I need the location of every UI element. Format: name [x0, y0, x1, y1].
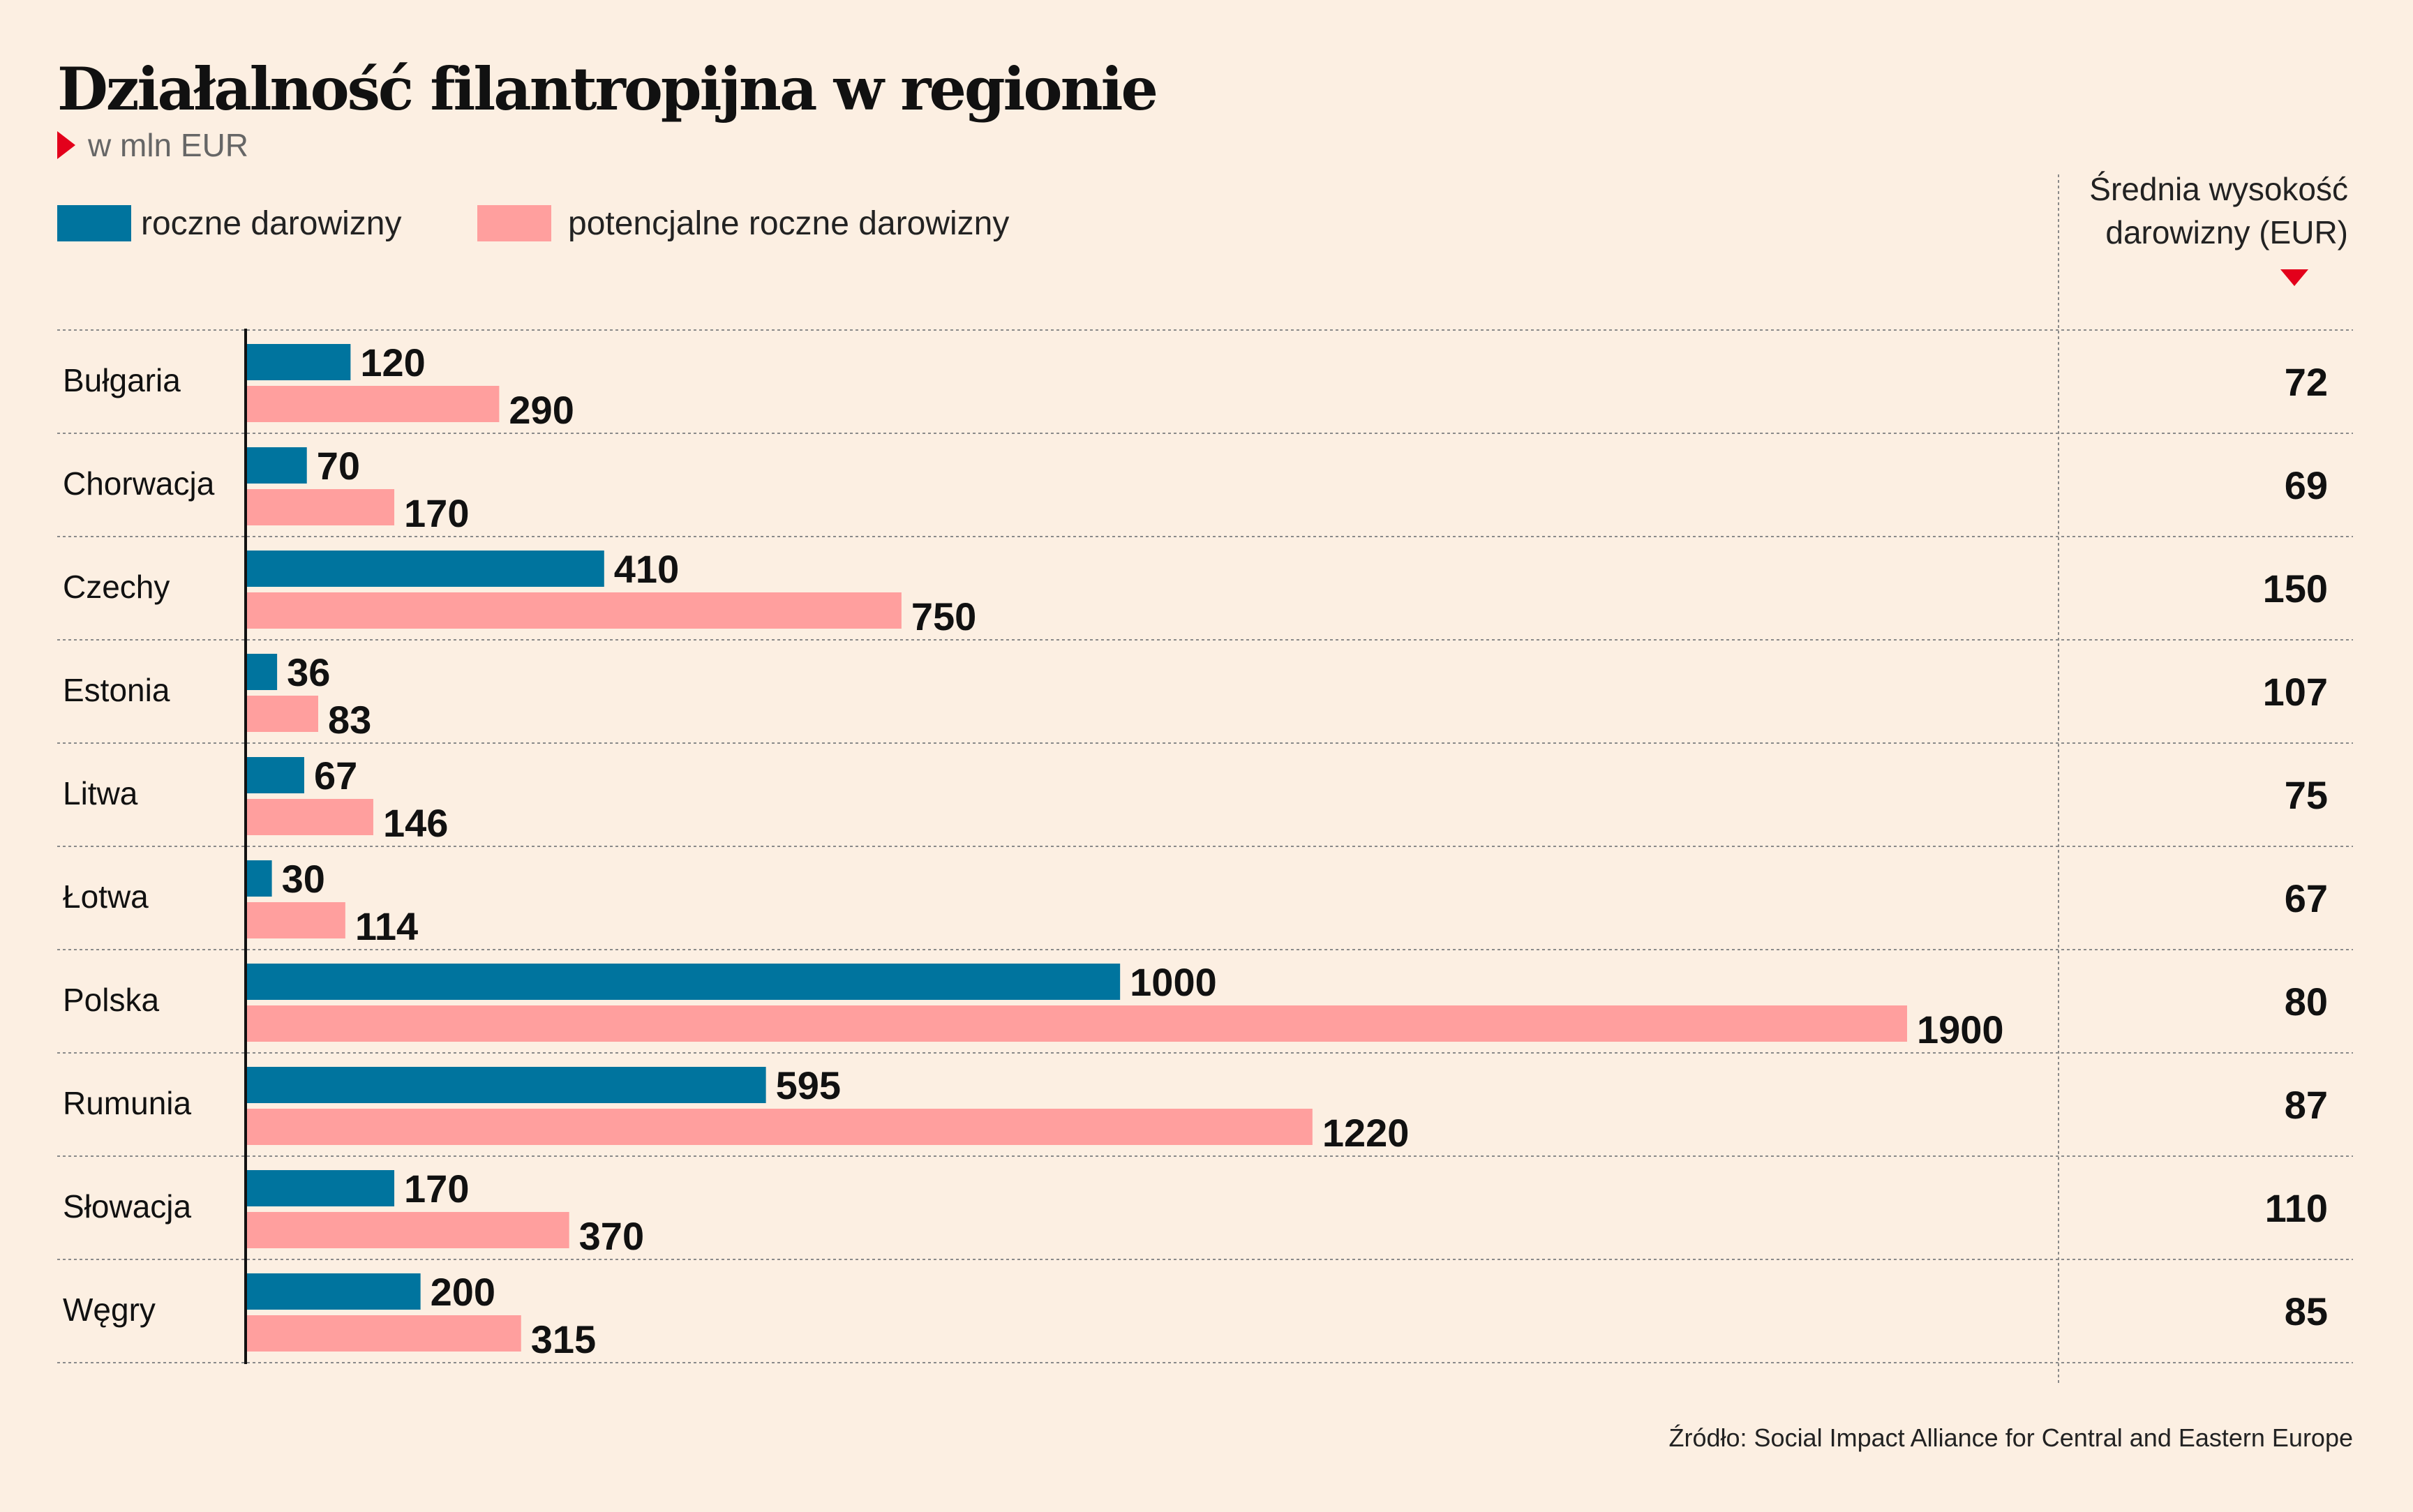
- category-label: Chorwacja: [63, 465, 215, 502]
- bar-potential: [246, 489, 395, 525]
- avg-donation-value: 72: [2285, 360, 2328, 404]
- bar-annual: [246, 1170, 395, 1206]
- legend-label-annual: roczne darowizny: [141, 204, 402, 242]
- source-note: Źródło: Social Impact Alliance for Centr…: [1668, 1423, 2353, 1452]
- category-label: Litwa: [63, 775, 138, 811]
- bar-annual: [246, 1067, 766, 1103]
- bar-potential: [246, 799, 373, 835]
- triangle-down-icon: [2280, 269, 2308, 286]
- data-label-potential: 1220: [1322, 1111, 1410, 1155]
- category-label: Węgry: [63, 1292, 156, 1328]
- data-label-potential: 370: [579, 1214, 644, 1258]
- data-label-potential: 1900: [1917, 1008, 2004, 1051]
- data-label-annual: 410: [614, 547, 679, 591]
- data-label-potential: 114: [355, 904, 418, 948]
- data-label-potential: 750: [911, 594, 976, 638]
- data-label-annual: 170: [404, 1167, 469, 1211]
- data-label-annual: 595: [776, 1063, 841, 1107]
- bar-annual: [246, 860, 272, 897]
- chart-title: Działalność filantropijna w regionie: [57, 54, 1158, 123]
- avg-donation-value: 75: [2285, 773, 2328, 817]
- bar-annual: [246, 1273, 421, 1310]
- bar-annual: [246, 344, 351, 380]
- bar-annual: [246, 654, 278, 690]
- category-label: Słowacja: [63, 1188, 192, 1225]
- bar-potential: [246, 1212, 569, 1248]
- data-label-annual: 36: [287, 650, 330, 694]
- avg-donation-value: 107: [2263, 670, 2328, 714]
- data-label-annual: 70: [317, 444, 360, 488]
- unit-row: w mln EUR: [57, 124, 248, 166]
- data-label-annual: 120: [360, 340, 425, 384]
- data-label-annual: 1000: [1130, 960, 1217, 1004]
- avg-donation-value: 110: [2265, 1186, 2328, 1230]
- avg-donation-value: 85: [2285, 1289, 2328, 1333]
- data-label-potential: 170: [404, 491, 469, 535]
- legend-swatch-potential: [477, 205, 551, 241]
- data-label-annual: 67: [314, 754, 357, 798]
- data-label-annual: 30: [282, 857, 325, 901]
- bar-potential: [246, 696, 319, 732]
- data-label-potential: 315: [531, 1317, 596, 1361]
- bar-annual: [246, 447, 307, 484]
- legend-item-potential: potencjalne roczne darowizny: [477, 202, 1009, 244]
- bar-annual: [246, 551, 604, 587]
- bar-annual: [246, 964, 1121, 1000]
- category-label: Czechy: [63, 569, 170, 605]
- category-label: Łotwa: [63, 878, 149, 915]
- data-label-potential: 83: [328, 698, 371, 742]
- bar-potential: [246, 1315, 521, 1352]
- data-label-potential: 146: [383, 801, 448, 845]
- legend-label-potential: potencjalne roczne darowizny: [568, 204, 1010, 242]
- data-label-annual: 200: [431, 1270, 495, 1314]
- bar-potential: [246, 902, 345, 938]
- triangle-right-icon: [57, 131, 75, 159]
- legend-item-annual: roczne darowizny: [57, 202, 402, 244]
- category-label: Polska: [63, 982, 159, 1018]
- chart-subtitle: w mln EUR: [88, 127, 249, 163]
- bar-potential: [246, 1005, 1907, 1042]
- bar-potential: [246, 386, 500, 422]
- data-label-potential: 290: [509, 388, 574, 432]
- avg-donation-value: 80: [2285, 980, 2328, 1024]
- category-label: Estonia: [63, 672, 170, 708]
- avg-donation-header: Średnia wysokość darowizny (EUR): [2089, 171, 2348, 250]
- legend-swatch-annual: [57, 205, 131, 241]
- avg-donation-value: 150: [2263, 567, 2328, 611]
- category-label: Rumunia: [63, 1085, 192, 1121]
- category-label: Bułgaria: [63, 362, 181, 398]
- avg-donation-value: 69: [2285, 463, 2328, 507]
- bar-annual: [246, 757, 304, 793]
- avg-donation-value: 87: [2285, 1083, 2328, 1127]
- bar-potential: [246, 1109, 1313, 1145]
- avg-donation-value: 67: [2285, 876, 2328, 920]
- bar-potential: [246, 592, 902, 629]
